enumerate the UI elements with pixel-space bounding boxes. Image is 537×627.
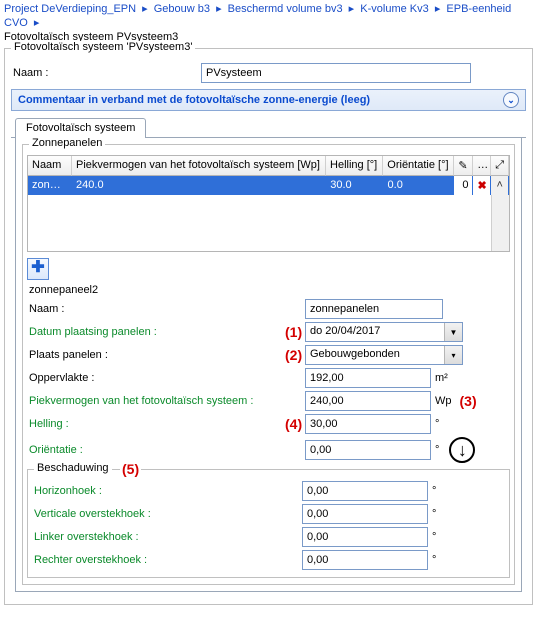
breadcrumb-sep-icon: ▸ (349, 3, 355, 15)
zonnepanelen-legend: Zonnepanelen (29, 137, 105, 149)
col-helling[interactable]: Helling [°] (326, 156, 383, 176)
verticale-input[interactable] (302, 504, 428, 524)
tab-panel: Zonnepanelen Naam Piekvermogen van het f… (15, 138, 522, 592)
linker-input[interactable] (302, 527, 428, 547)
panel-opp-unit: m² (435, 372, 448, 384)
marker-1: (1) (285, 324, 305, 340)
dropdown-icon[interactable]: ▾ (444, 346, 462, 364)
system-fieldset: Fotovoltaïsch systeem 'PVsysteem3' Naam … (4, 48, 533, 605)
col-naam[interactable]: Naam (28, 156, 72, 176)
rechter-unit: ° (432, 554, 436, 566)
marker-2: (2) (285, 347, 305, 363)
dropdown-icon[interactable]: ▼ (444, 323, 462, 341)
marker-3: (3) (460, 393, 477, 409)
tab-fotovoltaisch[interactable]: Fotovoltaïsch systeem (15, 118, 146, 138)
arrow-down-icon: ↓ (449, 437, 475, 463)
breadcrumb-sep-icon: ▸ (435, 3, 441, 15)
scroll-up-icon[interactable]: ˄ (491, 176, 509, 195)
panel-plaats-value: Gebouwgebonden (306, 346, 444, 364)
panel-opp-label: Oppervlakte : (27, 372, 285, 384)
tab-bar: Fotovoltaïsch systeem (11, 117, 526, 138)
commentaar-bar[interactable]: Commentaar in verband met de fotovoltaïs… (11, 89, 526, 111)
panel-section-title: zonnepaneel2 (29, 284, 510, 296)
horizonhoek-unit: ° (432, 485, 436, 497)
panel-orie-unit: ° (435, 444, 439, 456)
beschaduwing-fieldset: Beschaduwing (5) Horizonhoek : ° Vertica… (27, 469, 510, 578)
breadcrumb-sep-icon: ▸ (142, 3, 148, 15)
rechter-label: Rechter overstekhoek : (32, 554, 282, 566)
marker-5: (5) (120, 461, 141, 477)
panel-plaats-label: Plaats panelen : (27, 349, 285, 361)
col-expand-icon[interactable]: ⤢ (491, 156, 509, 176)
col-orientatie[interactable]: Oriëntatie [°] (383, 156, 454, 176)
col-more-icon[interactable]: … (473, 156, 491, 176)
panel-naam-label: Naam : (27, 303, 285, 315)
breadcrumb-item[interactable]: Gebouw b3 (154, 3, 210, 15)
breadcrumb-item[interactable]: K-volume Kv3 (360, 3, 428, 15)
grid-scrollbar[interactable] (491, 195, 509, 251)
breadcrumb-item[interactable]: Beschermd volume bv3 (228, 3, 343, 15)
panel-hell-unit: ° (435, 418, 439, 430)
linker-unit: ° (432, 531, 436, 543)
verticale-label: Verticale overstekhoek : (32, 508, 282, 520)
panel-orie-input[interactable] (305, 440, 431, 460)
panel-opp-input[interactable] (305, 368, 431, 388)
cell-helling: 30.0 (326, 176, 383, 195)
panel-hell-label: Helling : (27, 418, 285, 430)
breadcrumb-sep-icon: ▸ (216, 3, 222, 15)
col-edit-icon[interactable]: ✎ (454, 156, 473, 176)
breadcrumb: Project DeVerdieping_EPN ▸ Gebouw b3 ▸ B… (0, 0, 537, 46)
breadcrumb-item[interactable]: Project DeVerdieping_EPN (4, 3, 136, 15)
chevron-down-icon[interactable]: ⌄ (503, 92, 519, 108)
linker-label: Linker overstekhoek : (32, 531, 282, 543)
breadcrumb-sep-icon: ▸ (34, 17, 40, 29)
horizonhoek-input[interactable] (302, 481, 428, 501)
grid-empty-area (28, 195, 509, 251)
system-name-input[interactable] (201, 63, 471, 83)
col-piek[interactable]: Piekvermogen van het fotovoltaïsch syste… (72, 156, 326, 176)
delete-row-icon[interactable]: ✖ (473, 176, 491, 195)
system-legend: Fotovoltaïsch systeem 'PVsysteem3' (11, 41, 195, 53)
commentaar-text: Commentaar in verband met de fotovoltaïs… (18, 94, 370, 106)
cell-naam: zon… (28, 176, 72, 195)
panel-orie-label: Oriëntatie : (27, 444, 285, 456)
panel-piek-input[interactable] (305, 391, 431, 411)
panel-piek-label: Piekvermogen van het fotovoltaïsch syste… (27, 395, 285, 407)
panels-grid: Naam Piekvermogen van het fotovoltaïsch … (27, 155, 510, 252)
panel-piek-unit: Wp (435, 395, 452, 407)
grid-header: Naam Piekvermogen van het fotovoltaïsch … (28, 156, 509, 176)
horizonhoek-label: Horizonhoek : (32, 485, 282, 497)
rechter-input[interactable] (302, 550, 428, 570)
table-row[interactable]: zon… 240.0 30.0 0.0 0 ✖ ˄ (28, 176, 509, 195)
panel-hell-input[interactable] (305, 414, 431, 434)
cell-piek: 240.0 (72, 176, 326, 195)
cell-count: 0 (454, 176, 473, 195)
beschaduwing-legend: Beschaduwing (34, 462, 112, 474)
panel-datum-picker[interactable]: do 20/04/2017 ▼ (305, 322, 463, 342)
panel-datum-label: Datum plaatsing panelen : (27, 326, 285, 338)
cell-orientatie: 0.0 (384, 176, 455, 195)
verticale-unit: ° (432, 508, 436, 520)
add-panel-button[interactable]: ✚ (27, 258, 49, 280)
panel-naam-input[interactable] (305, 299, 443, 319)
panel-datum-value: do 20/04/2017 (306, 323, 444, 341)
marker-4: (4) (285, 416, 305, 432)
panel-plaats-combo[interactable]: Gebouwgebonden ▾ (305, 345, 463, 365)
zonnepanelen-fieldset: Zonnepanelen Naam Piekvermogen van het f… (22, 144, 515, 585)
system-name-label: Naam : (11, 67, 201, 79)
